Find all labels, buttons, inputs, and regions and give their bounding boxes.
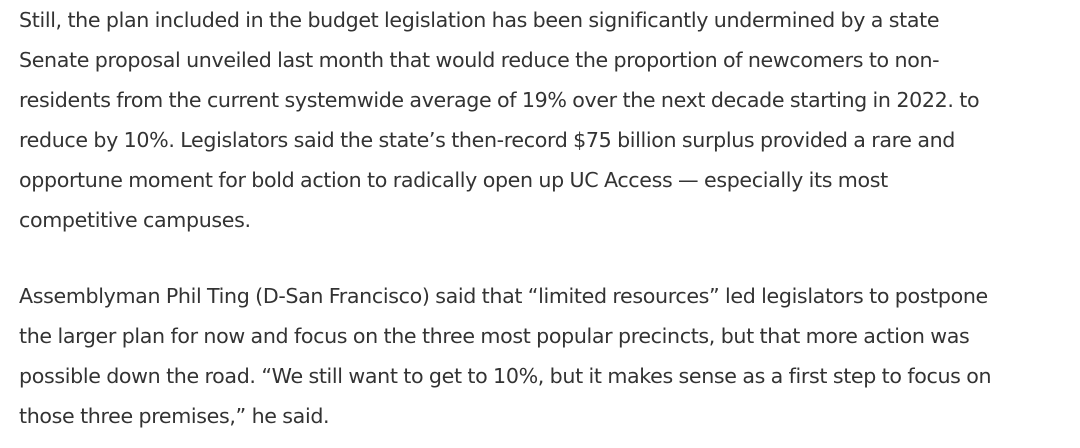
paragraph-line: Assemblyman Phil Ting (D-San Francisco) … — [19, 284, 988, 308]
paragraph-line: possible down the road. “We still want t… — [19, 364, 992, 388]
paragraph-line: Senate proposal unveiled last month that… — [19, 48, 940, 72]
article-paragraph-2: Assemblyman Phil Ting (D-San Francisco) … — [19, 276, 1071, 436]
article-paragraph-1: Still, the plan included in the budget l… — [19, 0, 1071, 240]
paragraph-line: opportune moment for bold action to radi… — [19, 168, 888, 192]
paragraph-line: those three premises,” he said. — [19, 404, 330, 428]
paragraph-line: competitive campuses. — [19, 208, 251, 232]
paragraph-line: reduce by 10%. Legislators said the stat… — [19, 128, 956, 152]
paragraph-line: Still, the plan included in the budget l… — [19, 8, 940, 32]
paragraph-line: the larger plan for now and focus on the… — [19, 324, 970, 348]
paragraph-line: residents from the current systemwide av… — [19, 88, 980, 112]
